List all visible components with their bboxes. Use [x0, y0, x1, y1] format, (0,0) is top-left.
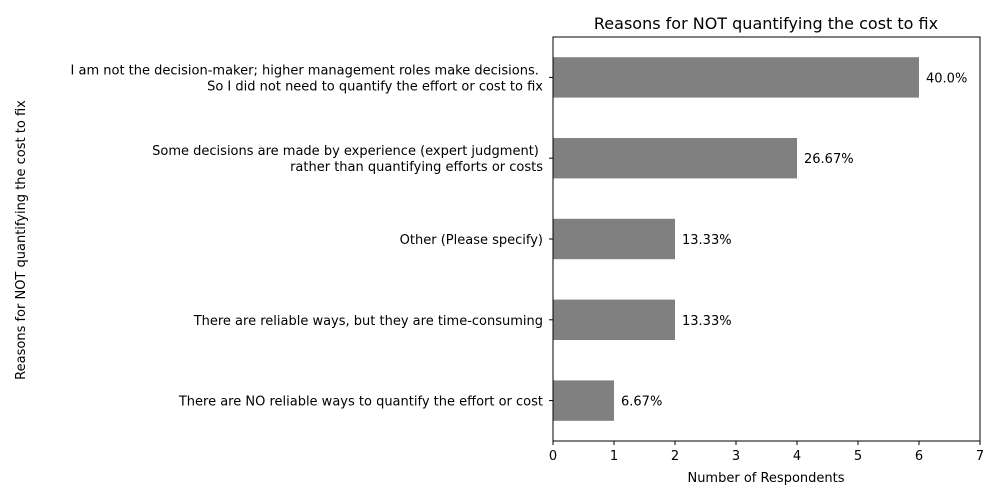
- category-label-line: Other (Please specify): [400, 233, 543, 248]
- axes-layer: [549, 36, 981, 445]
- data-label-4: 40.0%: [926, 71, 967, 86]
- labels-layer: 6.67% There are NO reliable ways to quant…: [71, 63, 985, 464]
- category-label-line: There are NO reliable ways to quantify t…: [178, 395, 543, 410]
- x-tick-label-5: 5: [854, 449, 862, 464]
- bar-2: [553, 218, 675, 260]
- x-tick-label-3: 3: [732, 449, 740, 464]
- plot-frame: [552, 36, 981, 442]
- category-label-line: So I did not need to quantify the effort…: [207, 79, 543, 94]
- bars-layer: [553, 57, 919, 421]
- x-tick-label-0: 0: [549, 449, 557, 464]
- y-axis-label: Reasons for NOT quantifying the cost to …: [14, 100, 29, 380]
- bar-3: [553, 138, 797, 179]
- x-axis-label: Number of Respondents: [687, 471, 844, 486]
- x-tick-label-6: 6: [915, 449, 923, 464]
- category-label-3: Some decisions are made by experience (e…: [152, 144, 543, 175]
- category-label-4: I am not the decision-maker; higher mana…: [71, 63, 544, 94]
- category-label-line: There are reliable ways, but they are ti…: [193, 314, 543, 329]
- category-label-2: Other (Please specify): [400, 233, 543, 248]
- data-label-2: 13.33%: [682, 233, 732, 248]
- category-label-1: There are reliable ways, but they are ti…: [193, 314, 543, 329]
- bar-0: [553, 380, 614, 421]
- chart-title: Reasons for NOT quantifying the cost to …: [594, 14, 938, 33]
- category-label-line: I am not the decision-maker; higher mana…: [71, 63, 543, 78]
- x-tick-label-4: 4: [793, 449, 801, 464]
- x-tick-label-1: 1: [610, 449, 618, 464]
- data-label-3: 26.67%: [804, 152, 854, 167]
- data-label-1: 13.33%: [682, 314, 732, 329]
- data-label-0: 6.67%: [621, 395, 662, 410]
- x-tick-label-2: 2: [671, 449, 679, 464]
- category-label-line: rather than quantifying efforts or costs: [290, 160, 543, 175]
- category-label-0: There are NO reliable ways to quantify t…: [178, 395, 543, 410]
- bar-4: [553, 57, 919, 98]
- bar-1: [553, 299, 675, 340]
- category-label-line: Some decisions are made by experience (e…: [152, 144, 543, 159]
- x-tick-label-7: 7: [976, 449, 984, 464]
